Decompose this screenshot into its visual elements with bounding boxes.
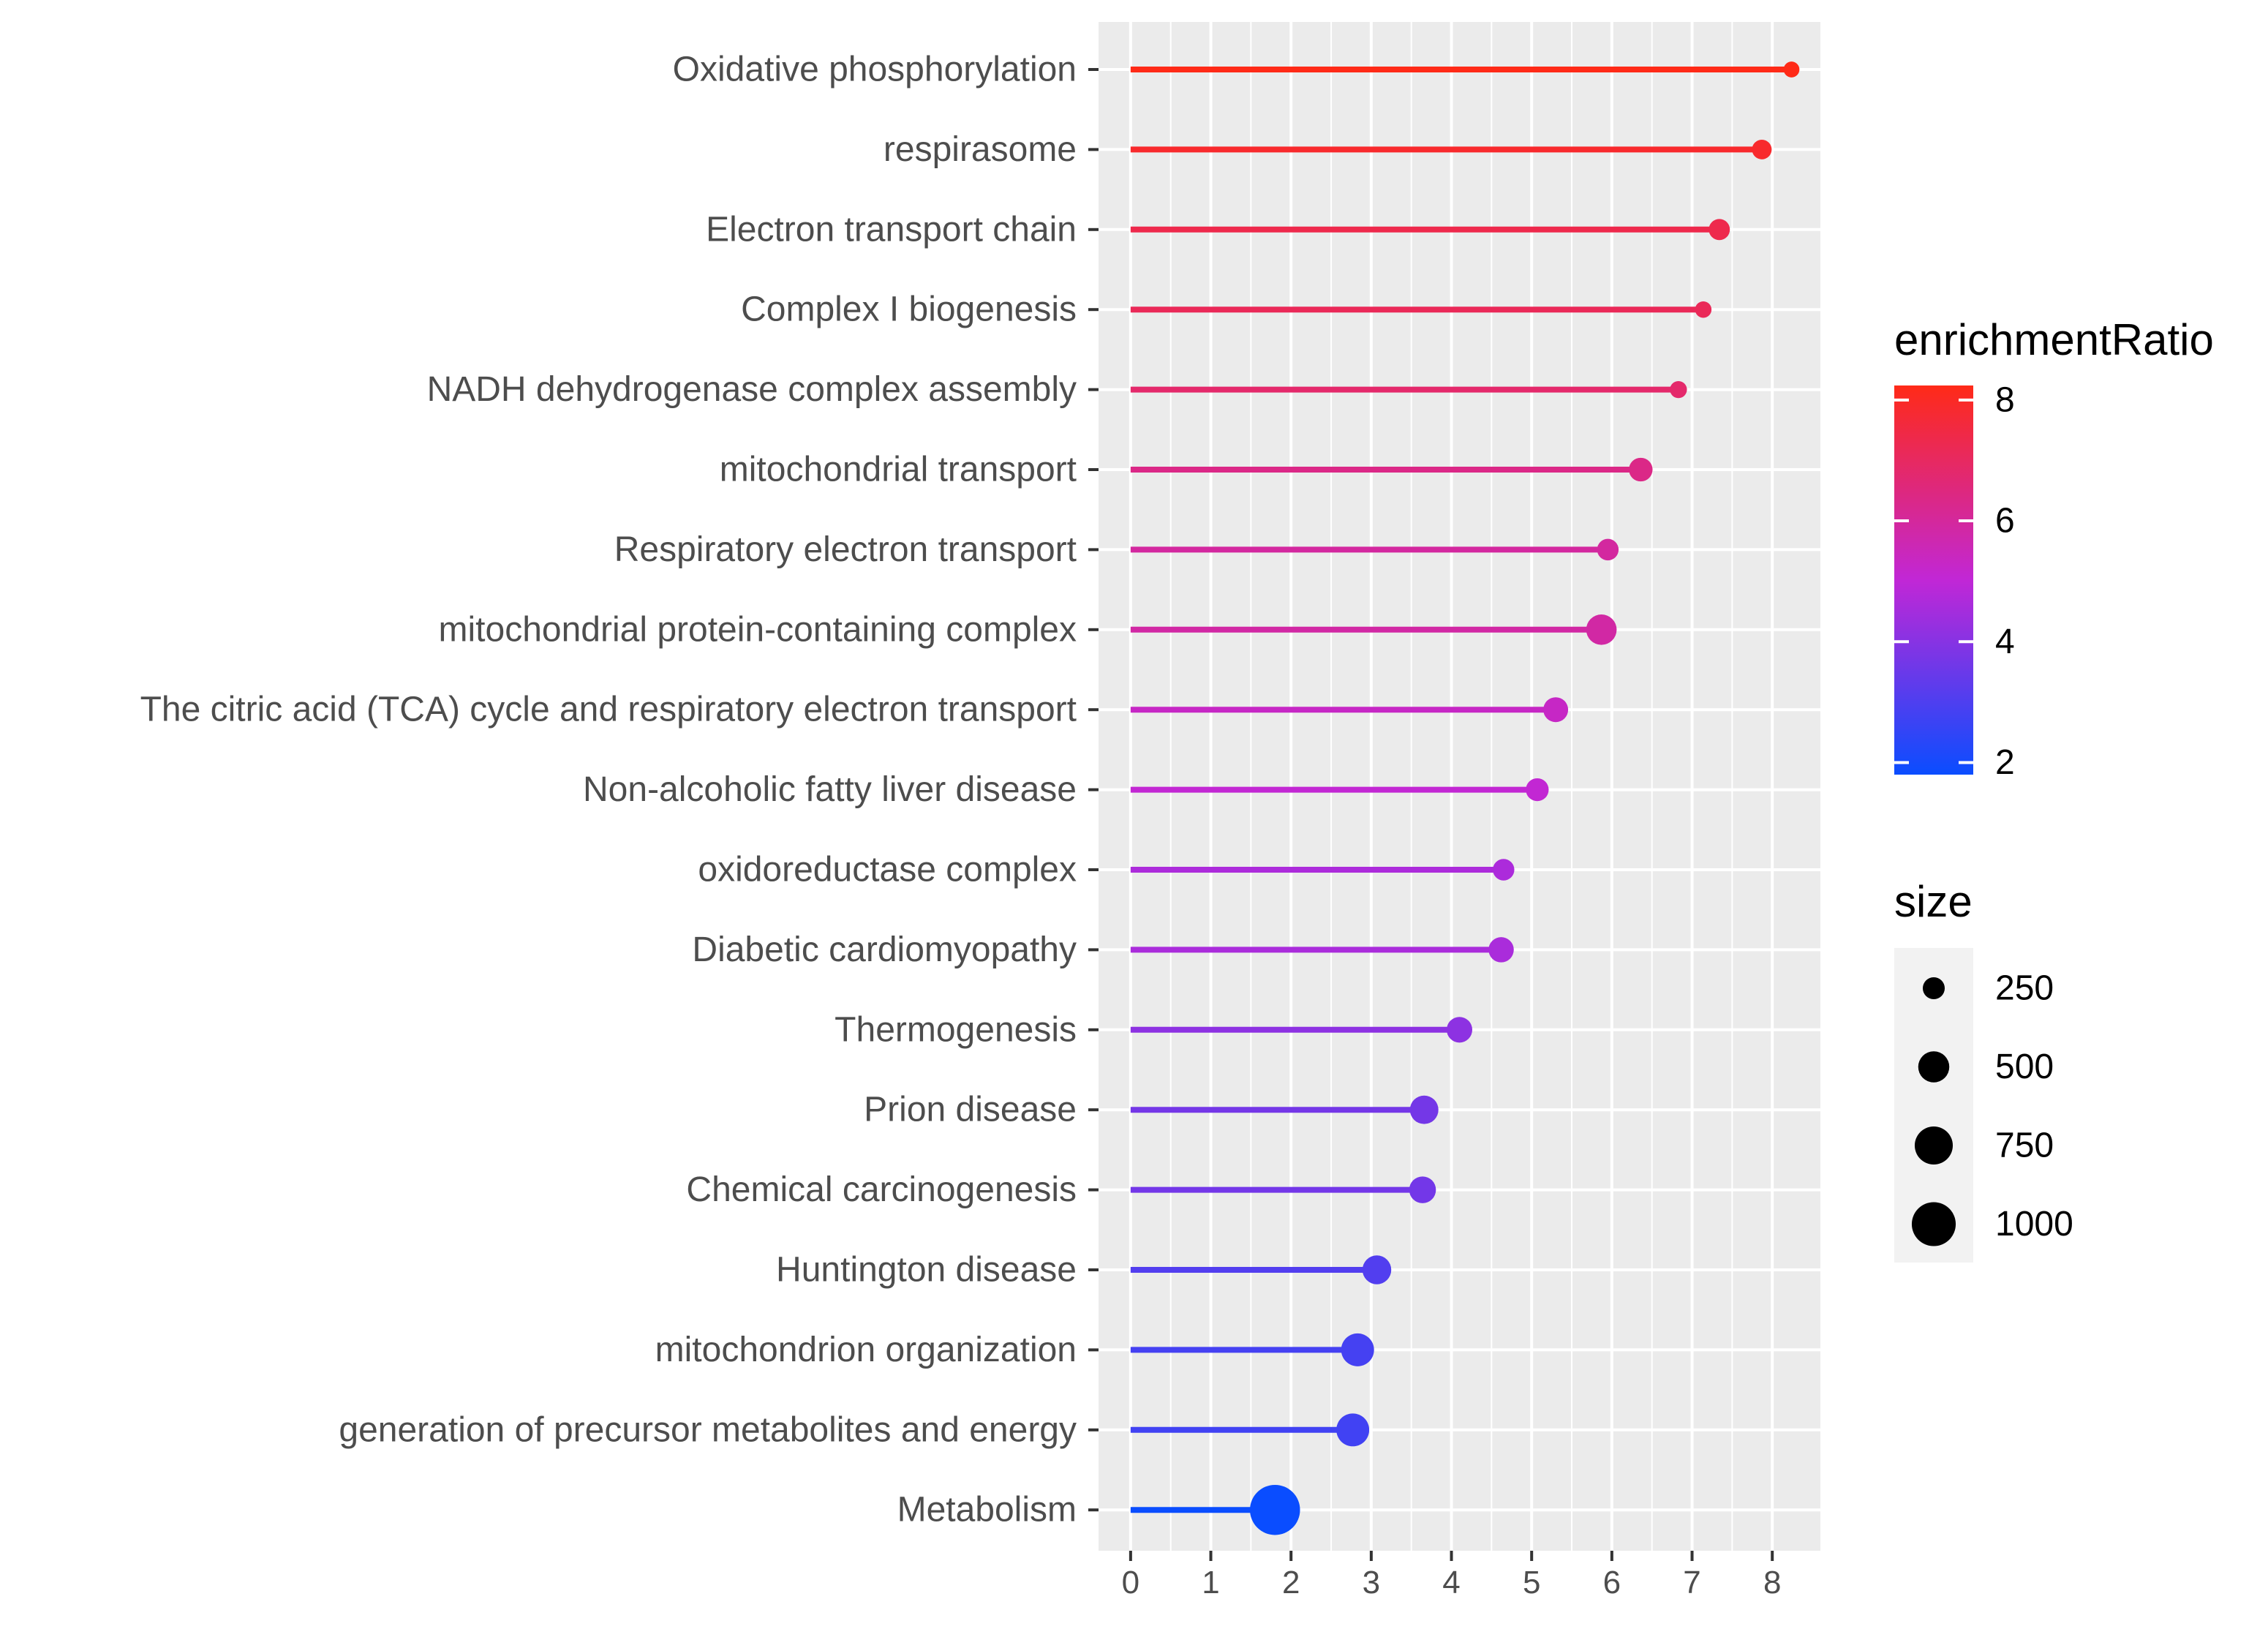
x-tick-label: 2 <box>1282 1565 1300 1600</box>
colorbar-tick-label: 2 <box>1995 743 2015 782</box>
category-label: Diabetic cardiomyopathy <box>692 930 1077 969</box>
category-label: oxidoreductase complex <box>698 851 1077 889</box>
colorbar <box>1894 385 1973 775</box>
data-point <box>1409 1095 1439 1124</box>
x-tick-label: 8 <box>1763 1565 1781 1600</box>
data-point <box>1586 614 1617 645</box>
category-label: Oxidative phosphorylation <box>673 50 1077 89</box>
data-point <box>1629 457 1653 482</box>
data-point <box>1446 1017 1473 1043</box>
category-label: The citric acid (TCA) cycle and respirat… <box>140 691 1077 729</box>
data-point <box>1708 219 1730 241</box>
category-label: NADH dehydrogenase complex assembly <box>427 370 1077 409</box>
category-label: generation of precursor metabolites and … <box>339 1410 1077 1449</box>
x-tick-label: 3 <box>1363 1565 1380 1600</box>
y-axis: Oxidative phosphorylation respirasome Elec… <box>140 50 1099 1530</box>
data-point <box>1493 859 1515 881</box>
data-point <box>1752 139 1772 159</box>
x-tick-label: 1 <box>1202 1565 1219 1600</box>
size-legend: size 250 500 750 1000 <box>1894 877 2073 1263</box>
colorbar-tick-label: 4 <box>1995 622 2015 661</box>
data-point <box>1336 1413 1370 1447</box>
category-label: respirasome <box>884 130 1077 169</box>
category-label: mitochondrion organization <box>655 1331 1077 1369</box>
colorbar-tick-label: 8 <box>1995 380 2015 419</box>
size-legend-label: 750 <box>1995 1126 2054 1165</box>
points <box>1250 61 1800 1535</box>
category-label: mitochondrial protein-containing complex <box>439 610 1077 649</box>
x-tick-label: 5 <box>1523 1565 1540 1600</box>
category-label: mitochondrial transport <box>720 451 1077 489</box>
category-label: Complex I biogenesis <box>741 290 1077 329</box>
x-axis: 0 1 2 3 4 5 6 7 8 <box>1122 1551 1781 1600</box>
category-label: Electron transport chain <box>706 210 1077 249</box>
data-point <box>1695 301 1712 318</box>
data-point <box>1341 1333 1374 1366</box>
category-label: Metabolism <box>897 1491 1077 1530</box>
size-legend-dot <box>1914 1126 1954 1165</box>
x-tick-label: 6 <box>1603 1565 1621 1600</box>
data-point <box>1488 937 1514 963</box>
category-label: Thermogenesis <box>835 1010 1077 1049</box>
data-point <box>1526 778 1549 802</box>
size-legend-title: size <box>1894 877 1973 926</box>
data-point <box>1670 380 1687 399</box>
category-label: Prion disease <box>864 1091 1077 1129</box>
data-point <box>1597 538 1619 561</box>
size-legend-dot <box>1911 1202 1956 1246</box>
category-label: Non-alcoholic fatty liver disease <box>583 770 1077 809</box>
size-legend-label: 250 <box>1995 969 2054 1008</box>
size-legend-label: 500 <box>1995 1047 2054 1086</box>
size-legend-entries: 250 500 750 1000 <box>1911 969 2073 1246</box>
category-label: Respiratory electron transport <box>614 530 1077 569</box>
data-point <box>1543 697 1569 723</box>
category-label: Huntington disease <box>776 1251 1077 1290</box>
category-label: Chemical carcinogenesis <box>686 1170 1077 1209</box>
size-legend-dot <box>1918 1051 1950 1083</box>
x-tick-label: 4 <box>1442 1565 1460 1600</box>
x-tick-label: 0 <box>1122 1565 1139 1600</box>
data-point <box>1362 1255 1392 1284</box>
color-legend-title: enrichmentRatio <box>1894 315 2214 364</box>
x-tick-label: 7 <box>1683 1565 1700 1600</box>
data-point <box>1783 61 1800 78</box>
data-point <box>1250 1484 1300 1535</box>
size-legend-dot <box>1922 977 1945 1000</box>
color-legend: enrichmentRatio 2 4 6 8 <box>1894 315 2214 782</box>
size-legend-label: 1000 <box>1995 1205 2073 1244</box>
colorbar-ticks: 2 4 6 8 <box>1894 380 2015 782</box>
colorbar-tick-label: 6 <box>1995 502 2015 541</box>
data-point <box>1409 1176 1436 1203</box>
stems <box>1130 67 1792 1513</box>
plot-panel <box>1099 22 1820 1551</box>
